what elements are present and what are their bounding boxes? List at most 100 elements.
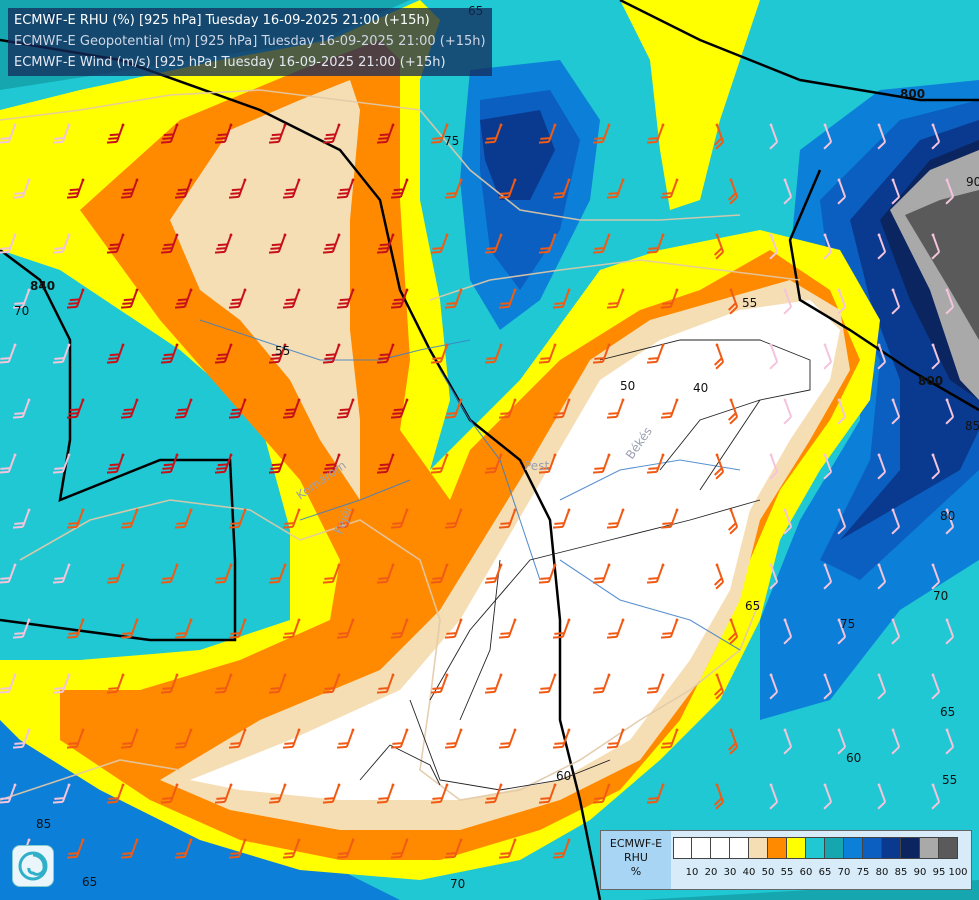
geopotential-contour-northeast <box>619 0 979 102</box>
wind-barb <box>498 508 517 529</box>
wind-barb <box>931 673 941 700</box>
wind-barb <box>498 288 517 309</box>
wind-barb <box>52 123 71 144</box>
wind-barb <box>714 123 725 150</box>
wind-barb <box>714 343 725 370</box>
contour-label: 55 <box>942 773 957 787</box>
legend-tick-label: 50 <box>761 867 775 878</box>
wind-barb <box>66 288 85 309</box>
wind-barb <box>376 453 395 474</box>
wind-barb <box>214 123 233 144</box>
wind-barb <box>174 728 193 749</box>
wind-barb <box>174 508 193 529</box>
wind-barb <box>484 343 503 364</box>
wind-barb <box>0 673 17 694</box>
wind-barb <box>484 563 503 584</box>
wind-barb <box>783 508 793 535</box>
wind-barb <box>336 288 355 309</box>
wind-barb <box>322 233 341 254</box>
rhu-band-65-north <box>620 0 760 210</box>
wind-barb <box>174 288 193 309</box>
logo-icon <box>12 845 54 887</box>
wind-barb <box>714 233 725 260</box>
legend-label-variable: RHU <box>624 851 648 864</box>
wind-barb <box>12 618 31 639</box>
wind-barb <box>606 728 625 749</box>
wind-barb <box>66 508 85 529</box>
wind-barb <box>282 508 301 529</box>
wind-barb <box>444 398 463 419</box>
wind-barb <box>106 343 125 364</box>
wind-barb <box>52 673 71 694</box>
wind-barb <box>823 343 833 370</box>
wind-barb <box>877 123 887 150</box>
rhu-band-50-white <box>190 300 840 800</box>
wind-barb <box>120 288 139 309</box>
wind-barb <box>12 178 31 199</box>
color-legend: ECMWF-E RHU % 10 20 30 40 50 55 60 65 70 75 80 85 90… <box>600 830 972 890</box>
wind-barb <box>12 398 31 419</box>
wind-barb <box>106 673 125 694</box>
legend-swatch <box>711 837 730 859</box>
wind-barb <box>891 398 901 425</box>
wind-barb <box>160 233 179 254</box>
wind-barb <box>376 233 395 254</box>
wind-barb <box>120 838 139 859</box>
wind-barb <box>877 343 887 370</box>
wind-barb <box>592 233 611 254</box>
legend-tick-label: 85 <box>894 867 908 878</box>
wind-barb <box>214 673 233 694</box>
wind-barb <box>0 453 17 474</box>
wind-barb <box>606 178 625 199</box>
legend-swatch <box>863 837 882 859</box>
contour-label: 70 <box>933 589 948 603</box>
legend-ticks: 10 20 30 40 50 55 60 65 70 75 80 85 90 95 100 <box>673 867 968 881</box>
wind-barb <box>336 728 355 749</box>
wind-barb <box>336 178 355 199</box>
wind-barb <box>945 728 955 755</box>
wind-barb <box>430 673 449 694</box>
wind-barb <box>931 233 941 260</box>
wind-barb <box>728 398 739 425</box>
wind-barb <box>12 728 31 749</box>
wind-barb <box>837 178 847 205</box>
wind-barb <box>823 233 833 260</box>
wind-barb <box>430 123 449 144</box>
wind-barb <box>498 398 517 419</box>
legend-tick-label: 40 <box>742 867 756 878</box>
wind-barb <box>498 178 517 199</box>
wind-barb <box>214 453 233 474</box>
wind-barb <box>714 453 725 480</box>
wind-barb <box>336 838 355 859</box>
contour-label: 800 <box>900 87 925 101</box>
wind-barb <box>322 563 341 584</box>
wind-barb <box>877 783 887 810</box>
legend-swatch <box>920 837 939 859</box>
wind-barb <box>160 453 179 474</box>
rhu-title: ECMWF-E RHU (%) [925 hPa] Tuesday 16-09-… <box>14 13 430 28</box>
wind-barb <box>282 288 301 309</box>
wind-barb <box>931 783 941 810</box>
wind-barb <box>444 508 463 529</box>
wind-barb <box>931 453 941 480</box>
legend-swatch <box>768 837 787 859</box>
wind-barb <box>376 123 395 144</box>
wind-barb <box>214 783 233 804</box>
wind-barb <box>120 618 139 639</box>
wind-barb <box>606 398 625 419</box>
legend-label-model: ECMWF-E <box>609 837 663 850</box>
wind-barb <box>106 233 125 254</box>
wind-barb <box>376 563 395 584</box>
contour-label: 85 <box>965 419 979 433</box>
wind-barb <box>484 123 503 144</box>
wind-barb <box>268 233 287 254</box>
wind-barb <box>783 728 793 755</box>
wind-barb <box>52 233 71 254</box>
contour-label: 90 <box>966 175 979 189</box>
wind-barb <box>214 233 233 254</box>
legend-swatch <box>806 837 825 859</box>
wind-barb <box>66 728 85 749</box>
wind-barb <box>837 508 847 535</box>
wind-barb <box>106 783 125 804</box>
wind-barb <box>52 563 71 584</box>
